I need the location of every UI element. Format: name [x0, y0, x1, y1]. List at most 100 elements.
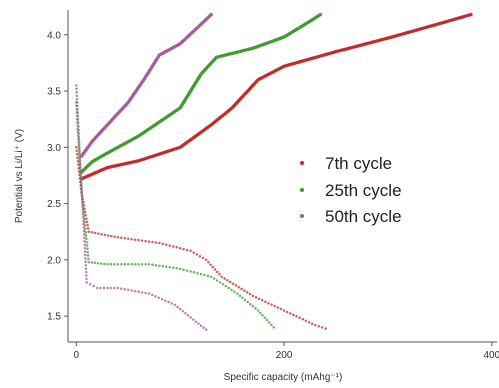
data-point: [161, 242, 165, 246]
data-point: [289, 312, 292, 315]
data-point: [76, 121, 80, 125]
legend-marker-7th-cycle: [300, 161, 304, 165]
data-point: [151, 293, 154, 297]
data-point: [204, 258, 208, 262]
data-point: [154, 264, 158, 267]
data-point: [168, 266, 172, 269]
data-point: [81, 202, 84, 205]
data-point: [82, 219, 85, 222]
data-point: [144, 263, 147, 266]
data-point: [97, 232, 100, 235]
data-point: [80, 182, 83, 185]
data-point: [78, 159, 82, 162]
data-point: [227, 286, 230, 290]
data-point: [167, 300, 170, 304]
data-point: [243, 298, 247, 302]
data-point: [120, 236, 123, 240]
data-point: [189, 270, 192, 273]
data-point: [86, 250, 89, 254]
data-point: [79, 169, 82, 172]
data-point: [273, 304, 276, 308]
x-axis-label: Specific capacity (mAhg⁻¹): [224, 372, 343, 383]
data-point: [76, 104, 79, 108]
y-axis-label: Potential vs Li/Li⁺ (V): [14, 129, 25, 223]
data-point: [137, 263, 140, 266]
data-point: [106, 234, 110, 237]
data-point: [204, 328, 208, 331]
data-point: [237, 285, 240, 289]
data-point: [238, 294, 242, 297]
data-point: [198, 254, 202, 258]
data-point: [80, 195, 84, 199]
data-point: [86, 254, 90, 257]
x-tick-label: 400: [483, 350, 499, 361]
data-point: [254, 307, 257, 310]
data-point: [144, 239, 147, 243]
data-point: [84, 257, 87, 260]
data-point: [211, 265, 215, 269]
data-point: [83, 246, 87, 250]
series-25th-cycle-discharge: [75, 101, 275, 329]
data-point: [270, 303, 273, 306]
data-point: [215, 279, 219, 282]
series-7th-cycle-charge: [79, 12, 473, 181]
data-point: [254, 296, 258, 299]
data-point: [85, 244, 89, 247]
data-point: [182, 247, 185, 251]
data-point: [186, 314, 190, 317]
data-point: [100, 232, 103, 236]
legend-marker-25th-cycle: [300, 188, 304, 192]
data-point: [79, 172, 83, 176]
data-point: [113, 286, 116, 290]
data-point: [203, 273, 206, 277]
data-point: [151, 240, 154, 244]
data-point: [157, 296, 161, 300]
data-point: [102, 286, 106, 290]
data-point: [144, 291, 147, 295]
data-point: [251, 305, 255, 308]
data-point: [243, 289, 246, 292]
data-point: [82, 229, 86, 233]
data-point: [140, 291, 144, 294]
y-tick-label: 1.5: [47, 312, 61, 323]
data-point: [75, 149, 78, 153]
data-point: [79, 165, 82, 169]
data-point: [194, 320, 198, 323]
data-point: [267, 301, 270, 305]
data-point: [212, 277, 216, 280]
data-point: [221, 282, 225, 286]
data-point: [191, 318, 195, 321]
data-point: [109, 286, 113, 290]
data-point: [123, 237, 127, 240]
data-point: [85, 277, 88, 281]
y-tick-label: 3.0: [47, 143, 61, 154]
data-point: [123, 263, 127, 266]
data-point: [75, 84, 78, 87]
data-point: [175, 267, 178, 270]
data-point: [236, 292, 239, 295]
data-point: [92, 284, 95, 288]
data-point: [195, 253, 199, 256]
data-point: [116, 236, 120, 239]
data-point: [147, 292, 151, 295]
data-point: [126, 237, 130, 240]
data-point: [178, 307, 182, 311]
series-50th-cycle-discharge: [75, 84, 208, 331]
data-point: [116, 286, 120, 290]
data-point: [173, 303, 177, 307]
data-point: [282, 309, 286, 312]
data-point: [76, 118, 80, 122]
data-point: [147, 263, 151, 266]
data-point: [223, 277, 226, 280]
data-point: [85, 217, 88, 220]
data-point: [160, 297, 164, 301]
data-point: [248, 292, 252, 296]
data-point: [265, 318, 269, 322]
data-point: [80, 189, 84, 192]
data-point: [224, 284, 228, 288]
data-point: [230, 288, 233, 292]
data-point: [178, 267, 182, 271]
data-point: [199, 324, 203, 327]
data-point: [106, 263, 109, 266]
data-point: [123, 287, 127, 291]
